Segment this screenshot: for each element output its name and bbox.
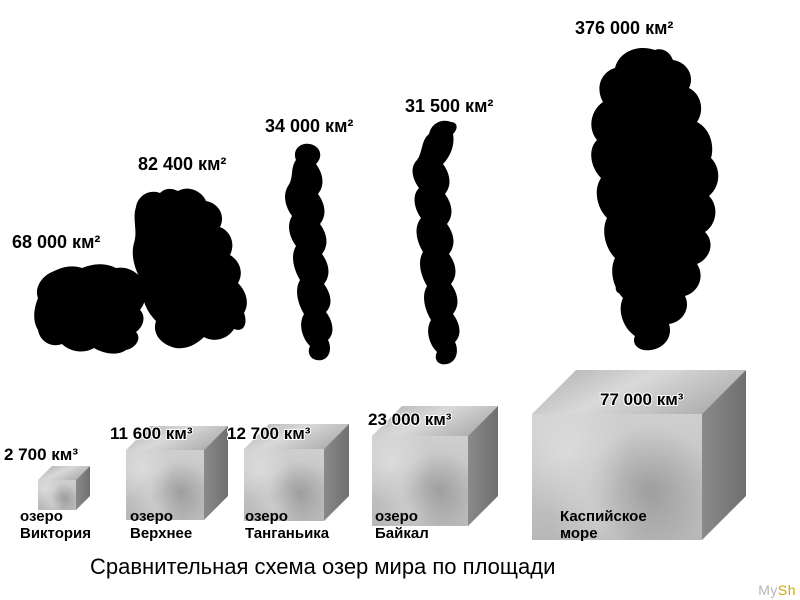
lake-name-line: озеро — [375, 508, 418, 525]
volume-label-victoria: 2 700 км³ — [4, 445, 78, 465]
lake-name-baikal: озеро Байкал — [375, 508, 429, 543]
lake-silhouette-caspian — [565, 44, 725, 354]
lake-silhouette-baikal — [395, 118, 480, 368]
lake-name-line: Виктория — [20, 525, 91, 542]
lake-name-line: Верхнее — [130, 525, 192, 542]
lake-name-line: озеро — [20, 508, 63, 525]
volume-label-superior: 11 600 км³ — [110, 424, 193, 444]
lake-silhouette-superior — [130, 183, 250, 353]
infographic-stage: 68 000 км² 82 400 км² 34 000 км² 31 500 … — [0, 0, 800, 600]
volume-label-tanganyika: 12 700 км³ — [227, 424, 310, 444]
lake-name-line: озеро — [245, 508, 288, 525]
chart-title: Сравнительная схема озер мира по площади — [90, 554, 555, 580]
area-label-superior: 82 400 км² — [138, 154, 226, 175]
lake-name-victoria: озеро Виктория — [20, 508, 91, 543]
lake-name-tanganyika: озеро Танганьика — [245, 508, 329, 543]
area-label-victoria: 68 000 км² — [12, 232, 100, 253]
area-label-tanganyika: 34 000 км² — [265, 116, 353, 137]
area-label-caspian: 376 000 км² — [575, 18, 673, 39]
lake-name-superior: озеро Верхнее — [130, 508, 192, 543]
volume-label-baikal: 23 000 км³ — [368, 410, 451, 430]
lake-name-line: Байкал — [375, 525, 429, 542]
watermark: MySh — [758, 582, 796, 598]
lake-name-caspian: Каспийское море — [560, 508, 647, 543]
watermark-accent: Sh — [778, 582, 796, 598]
watermark-prefix: My — [758, 582, 778, 598]
lake-name-line: Каспийское — [560, 508, 647, 525]
lake-name-line: озеро — [130, 508, 173, 525]
volume-label-caspian: 77 000 км³ — [600, 390, 683, 410]
lake-silhouette-tanganyika — [270, 140, 350, 365]
area-label-baikal: 31 500 км² — [405, 96, 493, 117]
volume-cube-victoria — [38, 466, 90, 510]
lake-name-line: море — [560, 525, 598, 542]
lake-name-line: Танганьика — [245, 525, 329, 542]
